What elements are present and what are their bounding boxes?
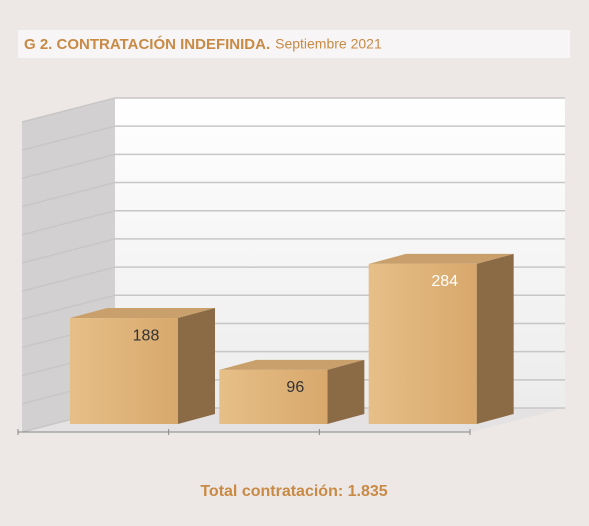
bar-top [70, 308, 215, 319]
title-bar [18, 30, 570, 58]
data-label: 96 [286, 379, 304, 396]
grid-line [21, 209, 565, 236]
bar-top [368, 253, 514, 264]
bar-side [327, 359, 365, 424]
grid-line [21, 97, 565, 123]
grid-line [21, 181, 565, 208]
grid-line [21, 153, 565, 180]
data-label: 188 [133, 327, 160, 344]
bar-front [70, 318, 178, 424]
data-label: 284 [431, 273, 458, 290]
footer: Total contratación: 1.835 [200, 483, 387, 500]
bar-top [219, 359, 365, 370]
grid-line [21, 125, 565, 151]
chart-title: G 2. CONTRATACIÓN INDEFINIDA. [24, 35, 270, 53]
bar-front [368, 263, 477, 424]
chart-subtitle: Septiembre 2021 [275, 36, 382, 52]
bar [70, 308, 215, 424]
bar-side [178, 308, 215, 424]
bar [368, 253, 514, 424]
bar-front [219, 369, 328, 424]
bar-side [476, 253, 514, 424]
grid-line [21, 238, 565, 264]
bar [219, 359, 365, 424]
